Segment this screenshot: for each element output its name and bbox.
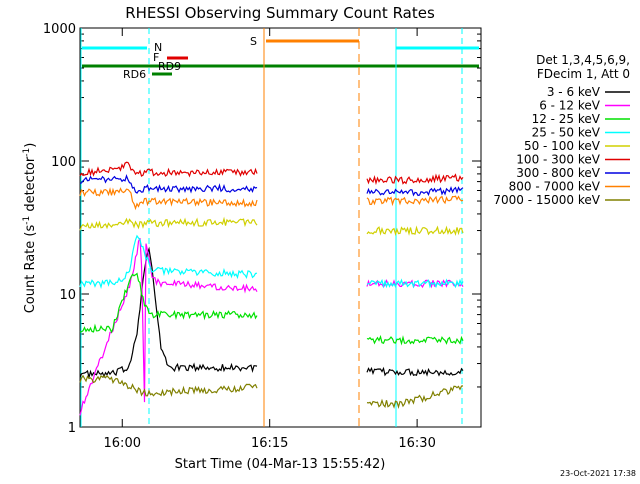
series-line-8-segment-1 <box>366 385 464 410</box>
legend-label: 6 - 12 keV <box>539 99 601 113</box>
legend-label: 12 - 25 keV <box>532 112 601 126</box>
tick-layer: 16:00 16:15 16:30 1 10 100 1000 <box>43 22 481 451</box>
x-tick-label: 16:30 <box>398 436 435 451</box>
series-line-4-segment-0 <box>79 216 258 231</box>
y-tick-label: 1 <box>68 421 76 436</box>
series-line-8-segment-0 <box>79 374 258 398</box>
rd6-label: RD6 <box>123 68 146 81</box>
flare-label: F <box>153 51 159 64</box>
y-axis-label: Count Rate (s-1 detector-1) <box>22 143 38 314</box>
series-layer <box>79 161 464 416</box>
series-line-2-segment-0 <box>79 272 258 334</box>
series-line-7-segment-1 <box>366 195 464 207</box>
chart-title: RHESSI Observing Summary Count Rates <box>125 4 435 22</box>
legend-header-line-1: Det 1,3,4,5,6,9, <box>536 53 630 67</box>
legend-label: 3 - 6 keV <box>547 85 601 99</box>
y-axis-label-sup1: -1 <box>22 216 32 225</box>
series-line-5-segment-0 <box>79 161 258 178</box>
x-axis-label: Start Time (04-Mar-13 15:55:42) <box>175 457 386 472</box>
legend-label: 100 - 300 keV <box>516 153 600 167</box>
y-tick-label: 100 <box>51 155 76 170</box>
legend-label: 7000 - 15000 keV <box>493 193 600 207</box>
series-line-0-segment-0 <box>79 246 258 379</box>
legend: Det 1,3,4,5,6,9, FDecim 1, Att 0 3 - 6 k… <box>493 53 630 207</box>
series-line-7-segment-0 <box>79 187 258 211</box>
y-tick-label: 1000 <box>43 22 76 37</box>
series-line-6-segment-0 <box>79 174 258 194</box>
rd9-label: RD9 <box>158 60 181 73</box>
legend-label: 300 - 800 keV <box>516 166 600 180</box>
series-line-3-segment-0 <box>79 234 258 289</box>
timestamp: 23-Oct-2021 17:38 <box>560 469 636 478</box>
y-axis-label-main: Count Rate (s <box>23 225 38 314</box>
series-line-1-segment-0 <box>79 237 258 416</box>
series-line-2-segment-1 <box>366 334 464 346</box>
series-line-3-segment-1 <box>366 278 464 289</box>
series-line-5-segment-1 <box>366 173 464 186</box>
series-line-6-segment-1 <box>366 185 464 197</box>
legend-label: 50 - 100 keV <box>524 139 601 153</box>
x-tick-label: 16:15 <box>251 436 288 451</box>
night-label: N <box>154 41 162 54</box>
plot-frame <box>79 27 482 428</box>
legend-label: 800 - 7000 keV <box>509 180 601 194</box>
legend-header-line-2: FDecim 1, Att 0 <box>537 67 630 81</box>
series-line-0-segment-1 <box>366 366 464 377</box>
legend-label: 25 - 50 keV <box>532 126 601 140</box>
saa-label: S <box>250 35 257 48</box>
x-tick-label: 16:00 <box>104 436 141 451</box>
y-axis-label-sup2: -1 <box>22 148 32 157</box>
y-axis-label-end: ) <box>23 143 38 148</box>
y-tick-label: 10 <box>59 288 76 303</box>
y-axis-label-mid: detector <box>23 156 38 216</box>
series-line-4-segment-1 <box>366 225 464 237</box>
